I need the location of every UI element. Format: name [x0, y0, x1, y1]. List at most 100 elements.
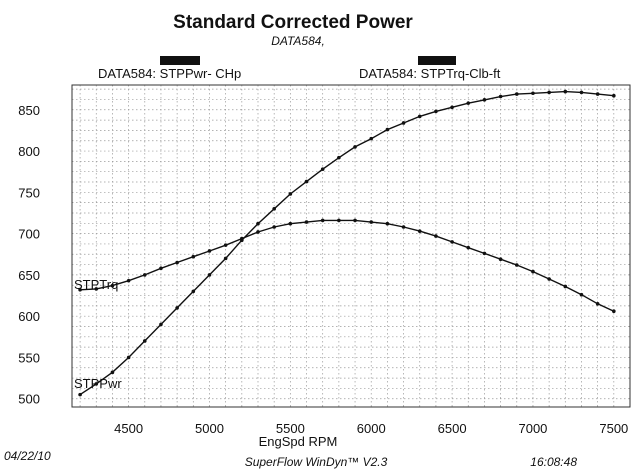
data-point-stptrq [110, 283, 115, 288]
x-axis-label: EngSpd RPM [259, 434, 338, 449]
x-tick-label: 7000 [518, 421, 547, 436]
data-point-stptrq [369, 220, 374, 224]
data-point-stppwr [191, 289, 196, 294]
data-point-stppwr [563, 89, 568, 94]
data-point-stppwr [223, 256, 228, 261]
x-tick-label: 4500 [114, 421, 143, 436]
data-point-stppwr [547, 90, 551, 95]
data-point-stptrq [78, 287, 82, 292]
data-point-stptrq [272, 225, 276, 229]
series-label-power: STPPwr [74, 376, 122, 391]
data-point-stppwr [385, 127, 390, 132]
data-point-stptrq [595, 301, 600, 306]
data-point-stptrq [223, 243, 228, 247]
data-point-stptrq [612, 309, 616, 314]
data-point-stptrq [401, 225, 406, 229]
x-tick-label: 6000 [357, 421, 386, 436]
data-point-stptrq [256, 230, 260, 234]
series-line-stppwr [79, 90, 614, 396]
data-point-stppwr [78, 392, 82, 397]
data-point-stptrq [159, 266, 163, 271]
data-point-stppwr [434, 109, 438, 114]
y-tick-label: 600 [18, 309, 40, 324]
data-point-stppwr [94, 382, 99, 386]
y-tick-label: 800 [18, 144, 40, 159]
data-point-stppwr [142, 339, 147, 343]
chart-title: Standard Corrected Power [173, 12, 413, 33]
tick-labels: 4500 5000 5500 6000 6500 7000 7500 500 550 600 650… [18, 103, 628, 436]
data-point-stppwr [207, 273, 212, 277]
data-point-stppwr [369, 136, 374, 141]
chart-subtitle: DATA584, [271, 34, 325, 48]
data-point-stptrq [547, 277, 551, 281]
data-point-stptrq [417, 229, 422, 233]
data-point-stptrq [337, 218, 341, 223]
data-point-stppwr [595, 92, 600, 96]
data-point-stppwr [401, 121, 406, 125]
plot-frame [71, 84, 631, 408]
data-point-stptrq [288, 221, 293, 226]
legend-swatch-torque [418, 56, 456, 65]
y-tick-label: 650 [18, 268, 40, 283]
data-point-stptrq [498, 257, 503, 262]
data-point-stptrq [466, 245, 471, 250]
data-point-stppwr [579, 90, 584, 95]
legend-swatch-power [160, 56, 200, 65]
data-point-stptrq [207, 249, 212, 253]
data-point-stppwr [110, 370, 115, 375]
data-point-stppwr [288, 192, 293, 196]
data-point-stppwr [159, 322, 163, 327]
data-point-stppwr [612, 93, 616, 98]
data-point-stptrq [482, 251, 487, 256]
data-point-stppwr [531, 91, 535, 96]
data-point-stptrq [385, 221, 390, 226]
grid [72, 85, 631, 407]
data-point-stppwr [498, 94, 503, 99]
data-point-stptrq [191, 254, 196, 259]
y-tick-label: 550 [18, 350, 40, 365]
data-point-stptrq [94, 287, 99, 291]
series-layer [78, 89, 616, 397]
series-label-torque: STPTrq [74, 277, 118, 292]
data-point-stptrq [450, 240, 454, 244]
data-point-stptrq [531, 269, 535, 274]
data-point-stptrq [434, 234, 438, 238]
y-tick-label: 850 [18, 103, 40, 118]
data-point-stptrq [563, 284, 568, 289]
data-point-stptrq [320, 218, 325, 223]
data-point-stppwr [320, 167, 325, 172]
data-point-stptrq [142, 273, 147, 277]
data-point-stppwr [450, 105, 454, 110]
y-tick-label: 500 [18, 392, 40, 407]
data-point-stppwr [272, 207, 276, 211]
data-point-stptrq [579, 292, 584, 297]
data-point-stppwr [353, 145, 357, 149]
x-tick-label: 5500 [276, 421, 305, 436]
x-tick-label: 5000 [195, 421, 224, 436]
x-tick-label: 7500 [599, 421, 628, 436]
data-point-stppwr [482, 98, 487, 102]
legend-label-torque: DATA584: STPTrq-Clb-ft [359, 66, 501, 81]
data-point-stppwr [514, 92, 519, 96]
data-point-stppwr [256, 221, 260, 226]
data-point-stppwr [175, 306, 179, 310]
data-point-stppwr [304, 179, 309, 184]
data-point-stppwr [337, 155, 341, 160]
data-point-stppwr [240, 238, 244, 243]
series-line-stptrq [80, 219, 615, 312]
data-point-stptrq [514, 263, 519, 267]
data-point-stptrq [175, 260, 179, 265]
data-point-stppwr [466, 101, 471, 105]
data-point-stptrq [304, 220, 309, 224]
data-point-stptrq [353, 218, 357, 223]
footer-software: SuperFlow WinDyn™ V2.3 [245, 455, 388, 469]
x-tick-label: 6500 [438, 421, 467, 436]
data-point-stptrq [126, 278, 131, 283]
data-point-stppwr [126, 355, 131, 360]
y-tick-label: 750 [18, 185, 40, 200]
y-tick-label: 700 [18, 227, 40, 242]
legend-label-power: DATA584: STPPwr- CHp [98, 66, 241, 81]
footer-date: 04/22/10 [4, 449, 51, 463]
footer-time: 16:08:48 [530, 455, 577, 469]
